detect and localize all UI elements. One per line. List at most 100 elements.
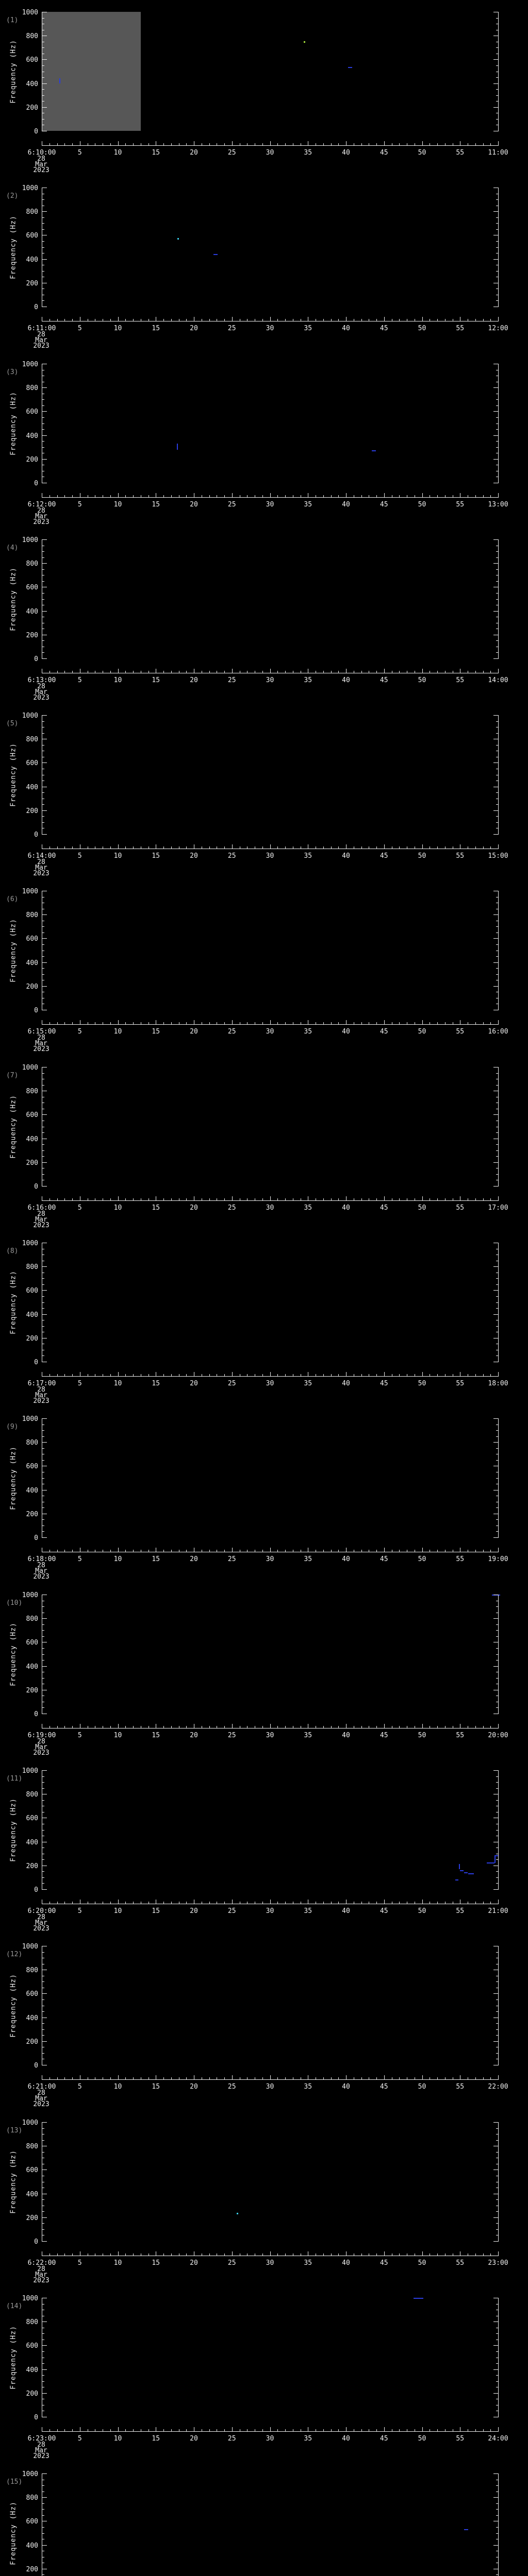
x-tick (285, 2429, 286, 2431)
y-tick (493, 1618, 498, 1619)
x-minute-label: 30 (266, 676, 274, 684)
x-tick (72, 1198, 73, 1200)
y-tick (42, 2381, 44, 2382)
ytick-label: 1000 (22, 1591, 38, 1599)
x-tick (483, 2429, 484, 2431)
x-tick (57, 1198, 58, 1200)
x-axis (42, 1376, 499, 1377)
date-label: 2023 (33, 2452, 50, 2460)
x-tick (399, 846, 400, 849)
y-tick (42, 1326, 44, 1327)
x-tick (475, 1902, 476, 1904)
x-tick (384, 844, 385, 849)
y-tick (42, 95, 44, 96)
x-tick (125, 319, 126, 321)
ytick-label: 200 (26, 1862, 38, 1870)
x-tick (247, 319, 248, 321)
y-tick (42, 2533, 44, 2534)
ytick-label: 0 (34, 2062, 38, 2070)
x-minute-label: 40 (342, 1204, 350, 1212)
y-tick (42, 2321, 47, 2323)
y-tick (496, 2140, 498, 2141)
y-tick (496, 118, 498, 120)
x-tick (437, 1198, 438, 1200)
y-tick (493, 1186, 498, 1187)
y-tick (493, 986, 498, 987)
x-minute-label: 40 (342, 852, 350, 860)
x-tick (270, 1900, 271, 1904)
x-tick (399, 143, 400, 145)
y-tick (496, 592, 498, 594)
x-axis (42, 145, 499, 146)
x-minute-label: 50 (418, 1732, 426, 1739)
y-tick (496, 1460, 498, 1461)
y-tick (493, 1418, 498, 1419)
x-minute-label: 55 (456, 1028, 465, 1036)
y-tick (42, 1606, 44, 1607)
x-minute-label: 10 (113, 501, 122, 509)
x-minute-label: 50 (418, 1028, 426, 1036)
x-tick (118, 1724, 119, 1728)
x-tick (422, 2427, 423, 2431)
y-tick (42, 211, 47, 212)
x-tick (64, 1550, 65, 1552)
date-label: 28 (37, 1738, 45, 1745)
x-tick (118, 1372, 119, 1376)
x-minute-label: 20 (190, 149, 198, 157)
ytick-label: 200 (26, 2214, 38, 2222)
x-tick (57, 2429, 58, 2431)
frequency-axis-title: Frequency (Hz) (9, 1622, 18, 1686)
x-tick (72, 2253, 73, 2256)
x-minute-label: 5 (77, 1907, 82, 1915)
x-minute-label: 35 (304, 1204, 312, 1212)
x-tick (285, 1374, 286, 1376)
start-time-label: 6:18:00 (27, 1555, 56, 1563)
y-tick (493, 387, 498, 388)
x-tick (376, 2077, 377, 2079)
end-time-label: 22:00 (488, 2083, 508, 2091)
spectrogram-panel-7: Frequency (Hz) (7) 0 200 400 600 800 1000 6:16:0… (0, 1055, 528, 1231)
ytick-label: 400 (26, 2014, 38, 2022)
y-tick (42, 2333, 44, 2334)
plot-area (42, 715, 498, 834)
x-tick (72, 846, 73, 849)
x-minute-label: 15 (152, 1732, 160, 1739)
x-tick (490, 1726, 491, 1728)
x-tick (224, 2077, 225, 2079)
x-tick (163, 1726, 164, 1728)
x-minute-label: 15 (152, 676, 160, 684)
y-tick (42, 1519, 44, 1520)
x-tick (277, 1902, 278, 1904)
date-label: Mar (35, 864, 47, 872)
x-tick (247, 1550, 248, 1552)
x-tick (437, 1022, 438, 1024)
y-tick (42, 551, 44, 552)
x-tick (498, 844, 499, 849)
x-tick (361, 846, 362, 849)
x-tick (475, 1022, 476, 1024)
y-tick (496, 822, 498, 823)
x-tick (57, 671, 58, 673)
y-tick (493, 834, 498, 835)
x-tick (437, 1902, 438, 1904)
x-minute-label: 50 (418, 1555, 426, 1563)
y-tick (42, 599, 44, 600)
y-tick (42, 2375, 44, 2376)
x-tick (110, 1902, 111, 1904)
x-tick (498, 1900, 499, 1904)
ytick-label: 800 (26, 1967, 38, 1975)
x-minute-label: 20 (190, 2259, 198, 2267)
x-minute-label: 30 (266, 1204, 274, 1212)
x-tick (247, 2253, 248, 2256)
x-tick (475, 495, 476, 497)
x-minute-label: 10 (113, 1555, 122, 1563)
y-tick (42, 938, 47, 939)
y-tick (493, 1666, 498, 1667)
ytick-label: 0 (34, 303, 38, 311)
x-tick (110, 2429, 111, 2431)
y-tick (42, 563, 47, 564)
panel-index-label: (3) (6, 368, 19, 376)
x-tick (384, 1196, 385, 1200)
x-tick (498, 1020, 499, 1024)
y-tick (496, 417, 498, 418)
